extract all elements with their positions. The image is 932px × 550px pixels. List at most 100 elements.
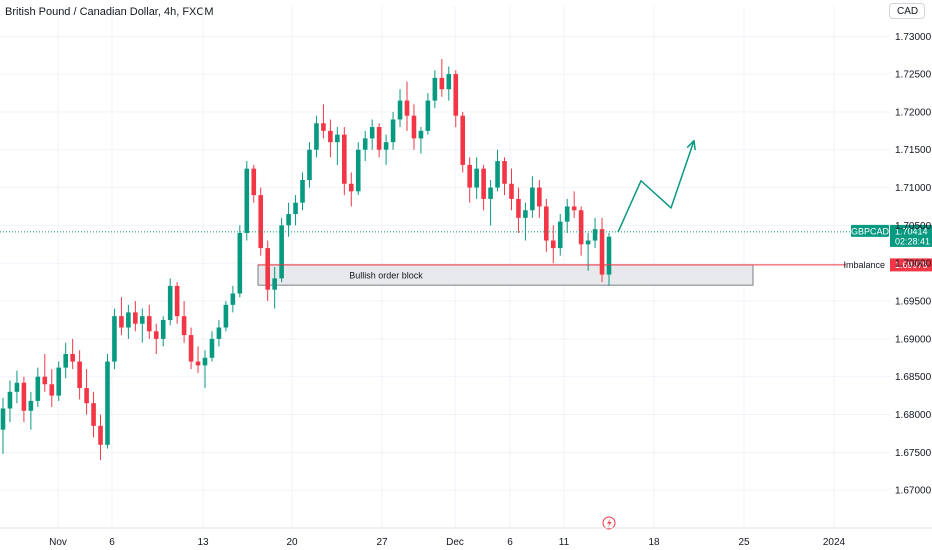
projection-arrowhead [686, 139, 696, 151]
price-tick-label: 1.73000 [895, 32, 932, 43]
candle [56, 361, 62, 401]
candle [77, 350, 82, 400]
candle-body [348, 183, 354, 192]
candle [557, 214, 563, 256]
candle-body [523, 210, 528, 218]
candle-body [474, 168, 479, 188]
currency-button[interactable]: CAD [889, 3, 925, 19]
candle [49, 369, 55, 407]
candle [209, 331, 215, 362]
last-price-tag [890, 224, 932, 247]
candle [258, 187, 264, 256]
candle-body [91, 403, 96, 426]
order-block-layer: Bullish order block [257, 264, 754, 286]
candle-body [404, 100, 410, 116]
candle [474, 157, 479, 199]
candle-body [425, 100, 431, 131]
time-tick-label: 6 [507, 537, 513, 548]
candle-body [502, 161, 507, 184]
candle [286, 202, 291, 237]
time-tick-label: 13 [197, 537, 209, 548]
time-axis[interactable]: Nov 6 13 20 27 Dec 6 11 18 25 2024 [0, 527, 932, 548]
candle [237, 225, 243, 298]
candle [28, 391, 34, 430]
candle-body [28, 400, 34, 411]
candle [293, 195, 298, 226]
candle [126, 304, 131, 339]
candle [98, 414, 103, 460]
candle-body [153, 331, 159, 339]
chart-title: British Pound / Canadian Dollar, 4h, FXC… [5, 6, 214, 18]
time-tick-label: 11 [559, 537, 570, 548]
candle [230, 285, 236, 313]
candle-body [195, 361, 201, 366]
candle-body [21, 382, 27, 411]
price-tick-label: 1.71500 [895, 145, 932, 156]
candle [272, 267, 277, 309]
candle [606, 232, 612, 286]
candle [314, 115, 319, 158]
candle-body [119, 316, 124, 328]
candle [362, 130, 368, 162]
candle [369, 119, 375, 150]
candle [21, 376, 27, 423]
candle [14, 370, 20, 404]
order-block-zone [257, 264, 754, 286]
candle-body [453, 74, 459, 116]
candle [7, 380, 13, 423]
candle-body [188, 335, 194, 362]
candle [453, 70, 459, 128]
last-price-countdown: 02:28:41 [895, 236, 930, 246]
candle [167, 278, 173, 326]
candle-body [70, 354, 75, 362]
candle [84, 369, 89, 415]
candle [550, 225, 556, 264]
candle-body [56, 367, 62, 396]
candle-body [550, 240, 556, 249]
candle-body [133, 312, 138, 324]
projection-path [617, 140, 695, 233]
candle [488, 180, 493, 226]
candle [42, 354, 48, 392]
price-axis[interactable]: 1.73000 1.72500 1.72000 1.71500 1.71000 1.705… [895, 32, 932, 497]
candle-body [564, 206, 570, 222]
candle-body [467, 164, 472, 188]
candle-body [251, 168, 257, 196]
candle [0, 397, 6, 454]
price-tick-label: 1.72500 [895, 70, 932, 81]
candle-body [578, 210, 584, 245]
candle-body [509, 183, 514, 199]
candle [383, 134, 389, 165]
candle [537, 180, 542, 218]
candle [279, 217, 284, 283]
candle-body [77, 361, 82, 389]
candle-body [230, 293, 236, 305]
candle [63, 342, 68, 379]
order-block-label: Bullish order block [349, 271, 423, 281]
candle [91, 391, 96, 438]
candle [112, 308, 117, 370]
candle [495, 149, 500, 192]
candle-body [258, 195, 264, 249]
price-tick-label: 1.69000 [895, 334, 932, 345]
candle [425, 93, 431, 135]
candle-body [237, 232, 243, 294]
candle [592, 217, 598, 249]
candle [376, 123, 382, 158]
candle [432, 70, 438, 109]
price-tick-label: 1.72000 [895, 107, 932, 118]
candle [251, 164, 257, 203]
price-tick-label: 1.69500 [895, 297, 932, 308]
candle [564, 198, 570, 233]
candle [188, 327, 194, 370]
candle-body [300, 180, 305, 203]
candle [397, 89, 403, 128]
candle-body [293, 202, 298, 215]
candle-body [592, 229, 598, 241]
candle [181, 301, 187, 343]
price-tick-label: 1.67500 [895, 448, 932, 459]
price-tick-label: 1.70500 [895, 221, 932, 232]
candle-body [411, 115, 417, 139]
